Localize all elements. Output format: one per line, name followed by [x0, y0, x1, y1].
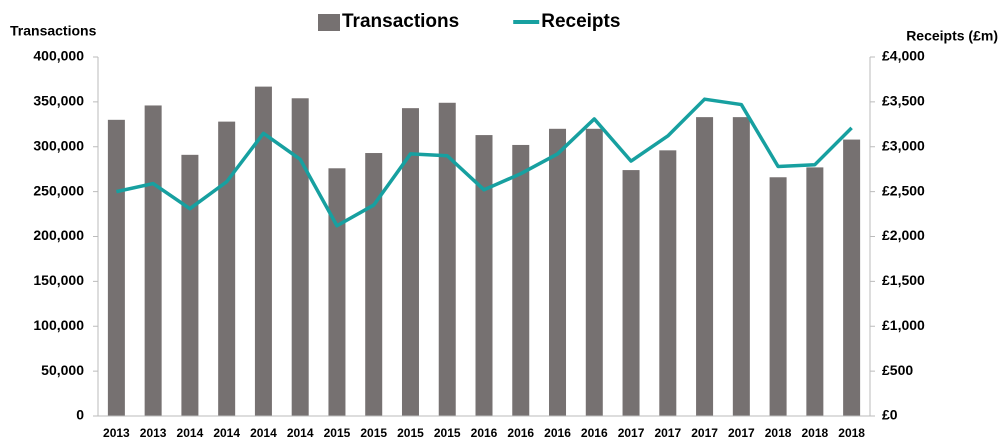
y2-tick-label: £1,500 — [882, 272, 925, 288]
x-tick-label: 2014 — [250, 426, 277, 440]
x-tick-label: 2016 — [544, 426, 571, 440]
y-tick-label: 250,000 — [33, 182, 84, 198]
x-tick-label: 2018 — [802, 426, 829, 440]
bar — [218, 121, 236, 417]
x-tick-label: 2014 — [213, 426, 240, 440]
bar — [365, 153, 383, 416]
bar — [843, 139, 861, 416]
legend-label: Transactions — [342, 11, 459, 32]
bar — [696, 117, 714, 416]
x-tick-label: 2014 — [177, 426, 204, 440]
bar — [806, 167, 824, 416]
bar — [438, 102, 456, 417]
line — [116, 97, 853, 228]
x-tick-label: 2017 — [654, 426, 681, 440]
bar — [585, 128, 603, 417]
y2-tick-label: £500 — [882, 362, 913, 378]
bar — [512, 144, 530, 416]
y-tick-label: 200,000 — [33, 227, 84, 243]
y-tick-label: 0 — [76, 407, 84, 423]
y2-tick-label: £2,500 — [882, 182, 925, 198]
x-tick-label: 2014 — [287, 426, 314, 440]
y-tick-label: 350,000 — [33, 93, 84, 109]
y-tick-label: 300,000 — [33, 137, 84, 153]
x-tick-label: 2016 — [471, 426, 498, 440]
bar — [254, 86, 272, 417]
x-tick-label: 2017 — [618, 426, 645, 440]
y-tick-label: 150,000 — [33, 272, 84, 288]
bar — [181, 154, 199, 416]
y2-tick-label: £0 — [882, 407, 898, 423]
legend-label: Receipts — [541, 11, 620, 32]
x-tick-label: 2016 — [507, 426, 534, 440]
bar — [769, 177, 787, 416]
x-tick-label: 2013 — [140, 426, 167, 440]
x-tick-label: 2015 — [324, 426, 351, 440]
x-tick-label: 2017 — [728, 426, 755, 440]
bar — [291, 98, 309, 416]
bar — [475, 135, 493, 416]
y2-tick-label: £3,000 — [882, 137, 925, 153]
bar — [622, 170, 640, 416]
bar — [732, 117, 750, 416]
bar — [549, 128, 567, 417]
x-tick-label: 2016 — [581, 426, 608, 440]
y-tick-label: 400,000 — [33, 48, 84, 64]
bar — [144, 105, 162, 416]
bar — [328, 168, 346, 416]
y-tick-label: 50,000 — [41, 362, 84, 378]
y2-tick-label: £3,500 — [882, 93, 925, 109]
x-tick-label: 2017 — [691, 426, 718, 440]
bar — [107, 119, 125, 416]
x-tick-label: 2015 — [360, 426, 387, 440]
y2-tick-label: £1,000 — [882, 317, 925, 333]
bar — [401, 108, 419, 416]
x-tick-label: 2015 — [397, 426, 424, 440]
y2-tick-label: £2,000 — [882, 227, 925, 243]
x-tick-label: 2018 — [765, 426, 792, 440]
y2-axis-title: Receipts (£m) — [906, 28, 998, 44]
legend-swatch — [318, 14, 340, 31]
y-axis-title: Transactions — [10, 23, 97, 39]
bar — [659, 150, 677, 416]
y2-tick-label: £4,000 — [882, 48, 925, 64]
x-tick-label: 2018 — [838, 426, 865, 440]
x-tick-label: 2015 — [434, 426, 461, 440]
x-tick-label: 2013 — [103, 426, 130, 440]
y-tick-label: 100,000 — [33, 317, 84, 333]
